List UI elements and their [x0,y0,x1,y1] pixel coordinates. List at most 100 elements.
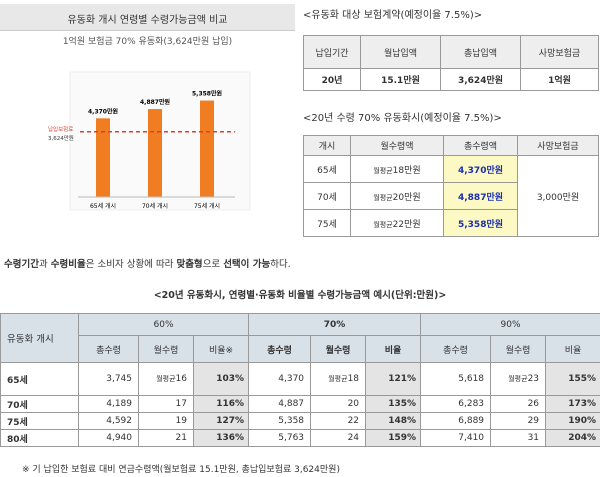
value: 17 [175,399,187,409]
monthly: 18만원 [392,165,421,176]
payout-title: <20년 수령 70% 유동화시(예정이율 7.5%)> [303,113,502,124]
data-row: 65세 3,745 월평균16 103% 4,370 월평균18 121% 5,618 월평균2… [0,362,600,396]
data-row: 75세 4,592 19 127% 5,358 22 148% 6,889 29 190% [0,412,600,430]
total-cell: 4,887 [248,395,312,413]
header-row: 개시 월수령액 총수령액 사망보험금 [303,135,599,156]
header-row: 납입기간 월납입액 총납입액 사망보험금 [303,35,599,69]
total-cell: 7,410 [420,429,492,447]
value: 5,618 [458,374,485,384]
value: 19 [175,416,187,426]
monthly-cell: 26 [490,395,547,413]
age-cell: 65세 [303,155,351,183]
prefix: 월평균 [328,375,348,383]
age-cell: 80세 [0,429,79,447]
total-cell: 5,358만원 [443,209,518,237]
total-cell: 4,370 [248,362,312,396]
subheader: 비율※ [192,335,250,363]
total-cell: 4,940 [78,429,139,447]
total-cell: 3,745 [78,362,139,396]
data-row: 65세 월평균18만원 4,370만원 3,000만원 [303,155,599,237]
monthly-cell: 월평균18 [310,362,367,396]
x-tick-label: 70세 개시 [142,202,168,210]
value: 20 [347,399,360,409]
monthly-cell: 월평균20만원 [350,182,444,210]
value: 3,745 [106,374,132,384]
note-part: 맞춤형 [176,259,203,270]
header-cell: 개시 [303,135,351,156]
note-part: 과 [38,259,51,270]
death-benefit-cell: 3,000만원 [517,155,599,237]
group-header: 90% [420,313,600,336]
left-title: 유동화 개시 연령별 수령가능금액 비교 [67,15,228,26]
ratio-cell: 204% [545,429,600,447]
payout-table: 개시 월수령액 총수령액 사망보험금 65세 월평균18만원 4,370만원 3,000만원 7… [303,135,599,237]
matrix-title: <20년 유동화시, 연령별·유동화 비율별 수령가능금액 예시(단위:만원)> [153,290,447,301]
monthly-cell: 21 [138,429,194,447]
value-label: 4,370만원 [88,107,118,115]
ratio-cell: 135% [365,395,422,413]
total-cell: 4,370만원 [443,155,518,183]
total-cell: 4,189 [78,395,139,413]
age-cell: 70세 [0,395,79,413]
note-part: 선택이 가능 [223,259,271,270]
data-row: 20년 15.1만원 3,624만원 1억원 [303,68,599,91]
value: 4,887 [278,399,305,409]
ratio-cell: 121% [365,362,422,396]
value: 4,189 [106,399,132,409]
age-cell: 65세 [0,362,79,396]
monthly-cell: 29 [490,412,547,430]
left-header [0,4,295,31]
subheader: 월수령 [310,335,367,363]
header-cell: 총수령액 [443,135,518,156]
header-cell: 총납입액 [440,35,521,69]
contract-title: <유동화 대상 보험계약(예정이율 7.5%)> [303,10,483,21]
data-row: 75세 월평균22만원 5,358만원 [303,209,599,237]
value: 16 [175,374,187,384]
cell: 15.1만원 [360,68,441,91]
value: 4,592 [106,416,132,426]
monthly-cell: 19 [138,412,194,430]
value: 4,940 [106,433,132,443]
x-tick-label: 75세 개시 [194,202,220,210]
subheader: 월수령 [138,335,194,363]
value: 6,283 [458,399,485,409]
note-part: 은 소비자 상황에 따라 [85,259,177,270]
bar [200,100,214,197]
total-cell: 4,887만원 [443,182,518,210]
prefix: 월평균 [373,220,393,229]
ratio-cell: 136% [192,429,250,447]
total-cell: 6,283 [420,395,492,413]
contract-table: 납입기간 월납입액 총납입액 사망보험금 20년 15.1만원 3,624만원 1억원 [303,35,599,91]
value: 6,889 [458,416,485,426]
ratio-cell: 155% [545,362,600,396]
ratio-cell: 103% [192,362,250,396]
subheader: 총수령 [420,335,492,363]
value-label: 5,358만원 [192,90,222,98]
value: 31 [527,433,540,443]
left-subtitle: 1억원 보험금 70% 유동화(3,624만원 납입) [62,37,233,47]
note-part: 수령기간 [4,259,39,270]
monthly: 20만원 [392,192,421,203]
ratio-cell: 173% [545,395,600,413]
subheader: 비율 [365,335,422,363]
total-cell: 5,763 [248,429,312,447]
ratio-cell: 127% [192,412,250,430]
prefix: 월평균 [156,375,176,383]
monthly-cell: 20 [310,395,367,413]
data-row: 80세 4,940 21 136% 5,763 24 159% 7,410 31 204% [0,429,600,447]
value: 29 [527,416,540,426]
footnote: ※ 기 납입한 보험료 대비 연금수령액(월보험료 15.1만원, 총납입보험료… [22,465,340,475]
prefix: 월평균 [373,193,393,202]
group-row: 유동화 개시 60% 70% 90% [0,313,600,363]
total-cell: 5,618 [420,362,492,396]
value: 21 [175,433,187,443]
group-header: 60% [77,313,250,336]
note: 수령기간과 수령비율은 소비자 상황에 따라 맞춤형으로 선택이 가능하다. [4,256,291,270]
bar [148,109,162,197]
prefix: 월평균 [373,166,393,175]
monthly-cell: 17 [138,395,194,413]
header-cell: 사망보험금 [517,135,599,156]
age-cell: 75세 [303,209,351,237]
header-cell: 월납입액 [360,35,441,69]
